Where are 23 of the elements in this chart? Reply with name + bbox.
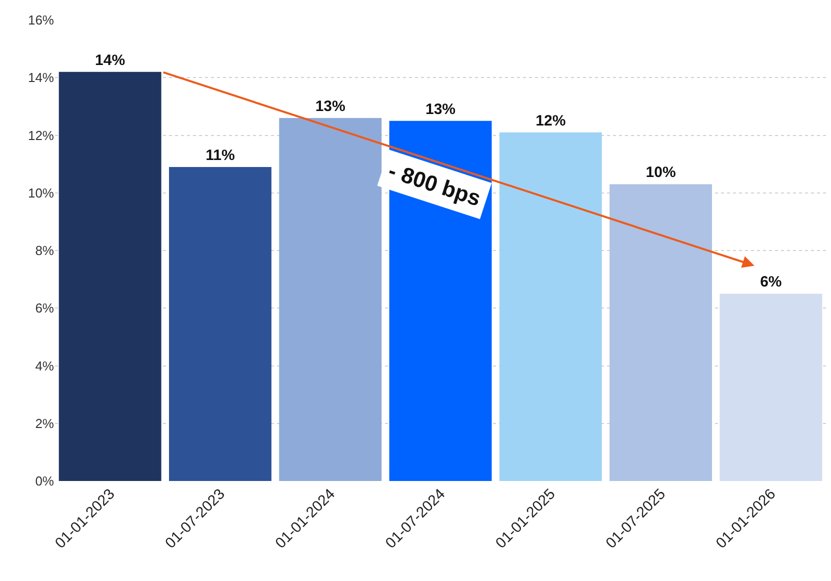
data-label: 10% xyxy=(646,164,676,182)
annotation: - 800 bps xyxy=(385,158,484,212)
y-tick-label: 2% xyxy=(35,416,54,431)
y-tick-label: 8% xyxy=(35,243,54,258)
y-tick-label: 10% xyxy=(28,185,54,200)
bar xyxy=(58,72,162,481)
y-tick-label: 0% xyxy=(35,474,54,489)
y-tick-label: 14% xyxy=(28,70,54,86)
data-label: 13% xyxy=(315,98,346,115)
y-tick-label: 16% xyxy=(28,12,54,28)
data-label: 12% xyxy=(536,112,566,130)
bar xyxy=(279,118,382,481)
y-tick-label: 4% xyxy=(35,358,54,374)
bar xyxy=(610,184,712,481)
data-label: 6% xyxy=(760,274,782,291)
data-label: 14% xyxy=(95,52,126,69)
bar xyxy=(499,132,602,481)
bar xyxy=(720,294,822,481)
data-label: 11% xyxy=(206,146,235,164)
bar xyxy=(169,166,272,481)
y-tick-label: 12% xyxy=(28,128,54,143)
y-tick-label: 6% xyxy=(35,300,54,316)
data-label: 13% xyxy=(425,100,456,118)
